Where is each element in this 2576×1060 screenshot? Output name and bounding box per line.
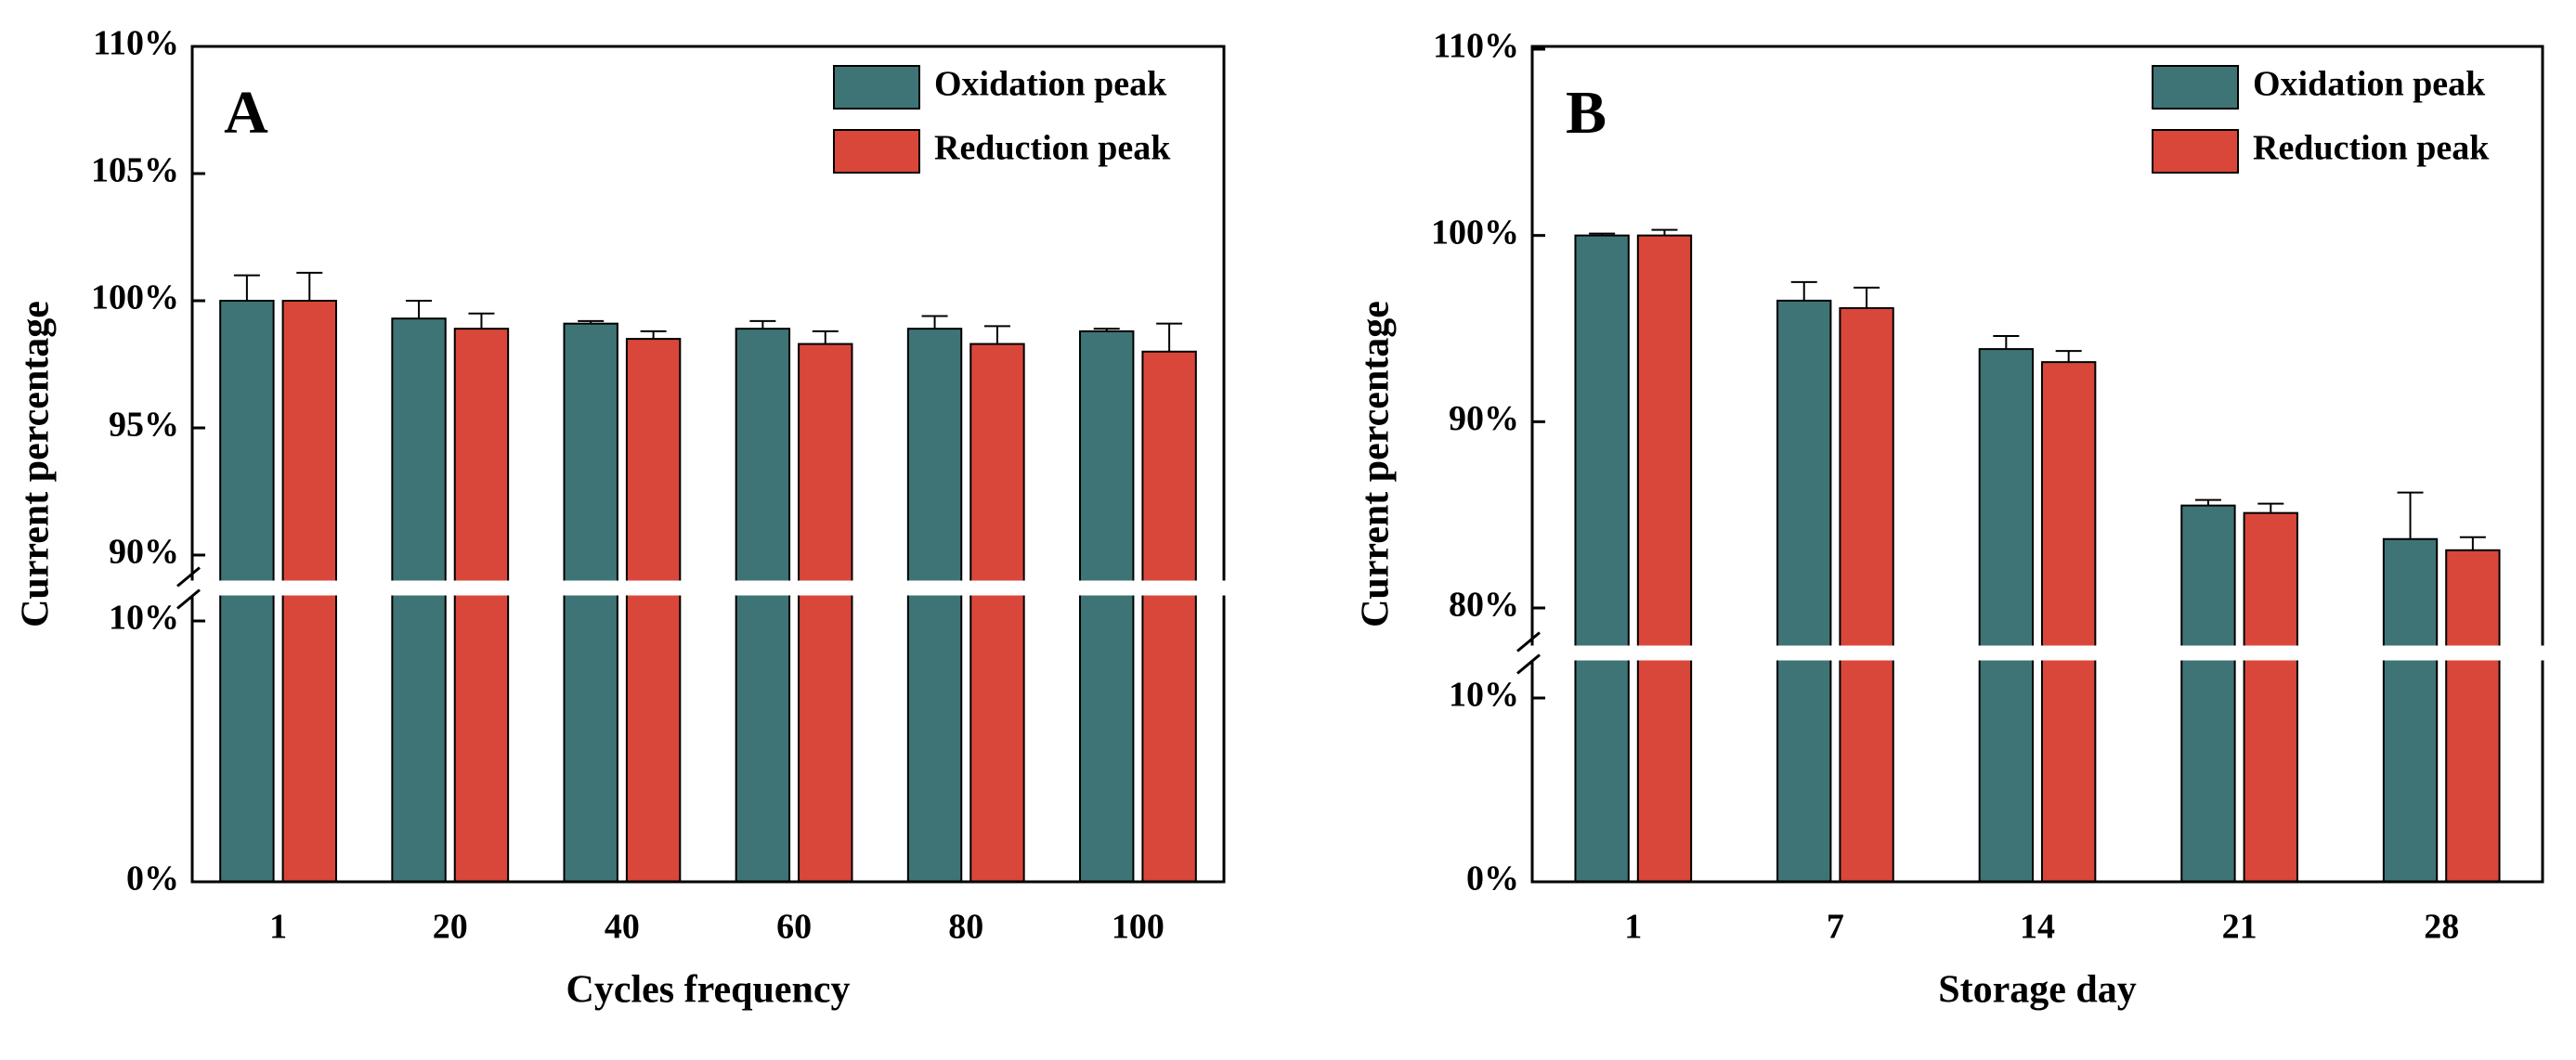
- bar: [2382, 537, 2439, 884]
- y-tick-label: 10%: [109, 599, 179, 638]
- bar: [1574, 234, 1630, 883]
- axis-break: [174, 580, 1242, 596]
- break-mark: [176, 588, 201, 610]
- y-tick-label: 110%: [93, 24, 179, 63]
- bar: [735, 328, 791, 883]
- legend-swatch: [2152, 65, 2239, 110]
- break-mark: [1516, 631, 1541, 653]
- bar: [1636, 234, 1693, 883]
- bar: [2041, 361, 2097, 883]
- bar: [798, 343, 853, 883]
- bar: [906, 328, 963, 883]
- y-tick-label: 95%: [109, 406, 179, 445]
- legend-swatch: [2152, 129, 2239, 174]
- x-tick-label: 1: [269, 908, 287, 947]
- panel-label: B: [1566, 79, 1607, 147]
- legend-label: Oxidation peak: [934, 65, 1167, 104]
- bar: [2180, 504, 2236, 884]
- y-tick-label: 100%: [91, 278, 179, 317]
- legend-label: Reduction peak: [2253, 129, 2490, 168]
- y-tick-label: 100%: [1431, 213, 1519, 252]
- break-mark: [176, 566, 201, 588]
- y-axis-label: Current percentage: [1355, 301, 1398, 627]
- bar: [1141, 350, 1197, 883]
- bar: [2243, 511, 2298, 883]
- x-tick-label: 40: [605, 908, 640, 947]
- y-tick-label: 110%: [1433, 27, 1519, 66]
- plot-frame: [190, 45, 1226, 884]
- x-tick-label: 100: [1112, 908, 1164, 947]
- x-tick-label: 60: [776, 908, 812, 947]
- y-axis-label: Current percentage: [15, 301, 58, 627]
- bar: [1839, 306, 1894, 883]
- x-tick-label: 14: [2020, 908, 2055, 947]
- y-tick-label: 105%: [91, 151, 179, 190]
- bar: [969, 343, 1025, 883]
- break-mark: [1516, 653, 1541, 675]
- x-axis-label: Storage day: [1938, 969, 2137, 1012]
- y-tick-label: 10%: [1449, 676, 1519, 715]
- x-tick-label: 21: [2222, 908, 2257, 947]
- x-tick-label: 7: [1827, 908, 1844, 947]
- legend-label: Oxidation peak: [2253, 65, 2486, 104]
- x-tick-label: 28: [2424, 908, 2459, 947]
- bar: [453, 328, 510, 883]
- y-tick-label: 90%: [109, 533, 179, 572]
- plot-frame: [1530, 45, 2544, 884]
- bar: [1978, 348, 2034, 884]
- y-tick-label: 90%: [1449, 399, 1519, 438]
- y-tick-label: 80%: [1449, 586, 1519, 625]
- x-tick-label: 80: [948, 908, 983, 947]
- bar: [1776, 299, 1832, 883]
- panel-label: A: [224, 79, 268, 147]
- bar: [2445, 549, 2501, 883]
- x-axis-label: Cycles frequency: [566, 969, 851, 1012]
- y-tick-label: 0%: [1466, 860, 1519, 898]
- x-tick-label: 20: [433, 908, 468, 947]
- axis-break: [1514, 645, 2561, 661]
- x-tick-label: 1: [1624, 908, 1642, 947]
- legend-label: Reduction peak: [934, 129, 1171, 168]
- bar: [391, 317, 447, 883]
- y-tick-label: 0%: [126, 860, 179, 898]
- legend-swatch: [833, 65, 920, 110]
- bar: [1079, 330, 1135, 883]
- legend-swatch: [833, 129, 920, 174]
- bar: [563, 322, 618, 884]
- bar: [625, 338, 682, 884]
